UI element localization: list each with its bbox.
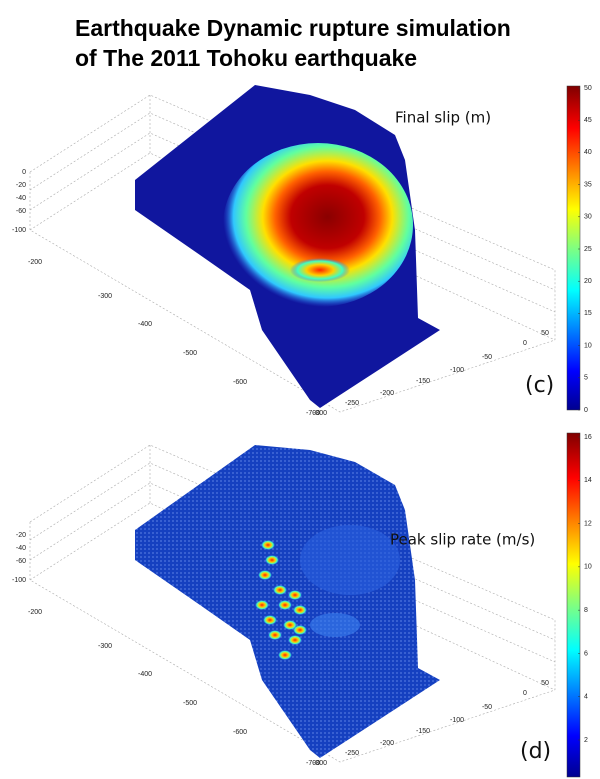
y-tick-label: -100 xyxy=(450,367,464,374)
colorbar-tick-label: 20 xyxy=(584,278,592,285)
y-tick-label: 50 xyxy=(541,680,549,687)
slip-spot xyxy=(278,600,292,610)
slip-patch xyxy=(223,143,413,307)
colorbar-tick-label: 2 xyxy=(584,737,588,744)
y-tick-label: 50 xyxy=(541,330,549,337)
y-tick-label: -250 xyxy=(345,750,359,757)
slip-spot xyxy=(261,540,275,550)
colorbar xyxy=(566,85,581,411)
y-tick-label: -50 xyxy=(482,704,492,711)
z-tick-label: -100 xyxy=(12,227,26,234)
slip-spot xyxy=(255,600,269,610)
colorbar-tick-label: 12 xyxy=(584,520,592,527)
y-tick-label: -150 xyxy=(416,378,430,385)
slip-spot xyxy=(258,570,272,580)
slip-spot xyxy=(268,630,282,640)
y-tick-label: -200 xyxy=(380,740,394,747)
slip-spot xyxy=(278,650,292,660)
slip-patch xyxy=(290,258,350,282)
slip-patch xyxy=(300,525,400,595)
z-tick-label: -40 xyxy=(16,195,26,202)
axis-box xyxy=(29,94,556,413)
y-tick-label: -250 xyxy=(345,400,359,407)
slip-spot xyxy=(288,635,302,645)
y-tick-label: -300 xyxy=(313,410,327,417)
x-tick-label: -700 xyxy=(306,410,320,417)
title-line: Earthquake Dynamic rupture simulation xyxy=(75,15,511,41)
x-tick-label: -200 xyxy=(28,609,42,616)
y-tick-label: -200 xyxy=(380,390,394,397)
colorbar-tick-label: 8 xyxy=(584,607,588,614)
panel: Peak slip rate (m/s) (d) 2 4 6 8 10 12 14 16 -20… xyxy=(12,432,592,778)
colorbar xyxy=(566,432,581,778)
slip-spot xyxy=(283,620,297,630)
x-tick-label: -700 xyxy=(306,760,320,767)
x-tick-label: -400 xyxy=(138,671,152,678)
x-tick-label: -500 xyxy=(183,350,197,357)
x-tick-label: -300 xyxy=(98,643,112,650)
colorbar-tick-label: 4 xyxy=(584,694,588,701)
colorbar-tick-label: 10 xyxy=(584,564,592,571)
panel-label: (c) xyxy=(525,373,554,398)
z-tick-label: -60 xyxy=(16,558,26,565)
slip-spot xyxy=(263,615,277,625)
panel: Final slip (m) (c) 0 5 10 15 20 25 30 35 40 45 50 0… xyxy=(12,85,592,417)
z-tick-label: -20 xyxy=(16,182,26,189)
slip-spot xyxy=(273,585,287,595)
colorbar-tick-label: 15 xyxy=(584,310,592,317)
colorbar-tick-label: 10 xyxy=(584,342,592,349)
title-line: of The 2011 Tohoku earthquake xyxy=(75,45,417,71)
slip-spot xyxy=(265,555,279,565)
colorbar-tick-label: 40 xyxy=(584,149,592,156)
x-tick-label: -300 xyxy=(98,293,112,300)
y-tick-label: -100 xyxy=(450,717,464,724)
slip-patch xyxy=(310,613,360,637)
axis-box xyxy=(29,444,556,763)
slip-spot xyxy=(293,605,307,615)
x-tick-label: -200 xyxy=(28,259,42,266)
z-tick-label: -20 xyxy=(16,532,26,539)
colorbar-tick-label: 50 xyxy=(584,85,592,92)
colorbar-tick-label: 0 xyxy=(584,407,588,414)
panel-caption: Final slip (m) xyxy=(395,109,491,127)
x-tick-label: -600 xyxy=(233,729,247,736)
panel-label: (d) xyxy=(520,739,551,764)
z-tick-label: -40 xyxy=(16,545,26,552)
colorbar-tick-label: 5 xyxy=(584,375,588,382)
colorbar-tick-label: 45 xyxy=(584,117,592,124)
slip-spots xyxy=(255,540,307,660)
y-tick-label: -50 xyxy=(482,354,492,361)
colorbar-tick-label: 30 xyxy=(584,214,592,221)
x-tick-label: -400 xyxy=(138,321,152,328)
colorbar-tick-label: 35 xyxy=(584,181,592,188)
y-tick-label: -300 xyxy=(313,760,327,767)
slip-spot xyxy=(288,590,302,600)
y-tick-label: -150 xyxy=(416,728,430,735)
panel-caption: Peak slip rate (m/s) xyxy=(390,531,535,549)
colorbar-tick-label: 14 xyxy=(584,477,592,484)
z-tick-label: 0 xyxy=(22,169,26,176)
colorbar-tick-label: 25 xyxy=(584,246,592,253)
y-tick-label: 0 xyxy=(523,340,527,347)
x-tick-label: -500 xyxy=(183,700,197,707)
y-tick-label: 0 xyxy=(523,690,527,697)
colorbar-tick-label: 6 xyxy=(584,650,588,657)
z-tick-label: -60 xyxy=(16,208,26,215)
colorbar-tick-label: 16 xyxy=(584,434,592,441)
slip-spot xyxy=(293,625,307,635)
z-tick-label: -100 xyxy=(12,577,26,584)
x-tick-label: -600 xyxy=(233,379,247,386)
